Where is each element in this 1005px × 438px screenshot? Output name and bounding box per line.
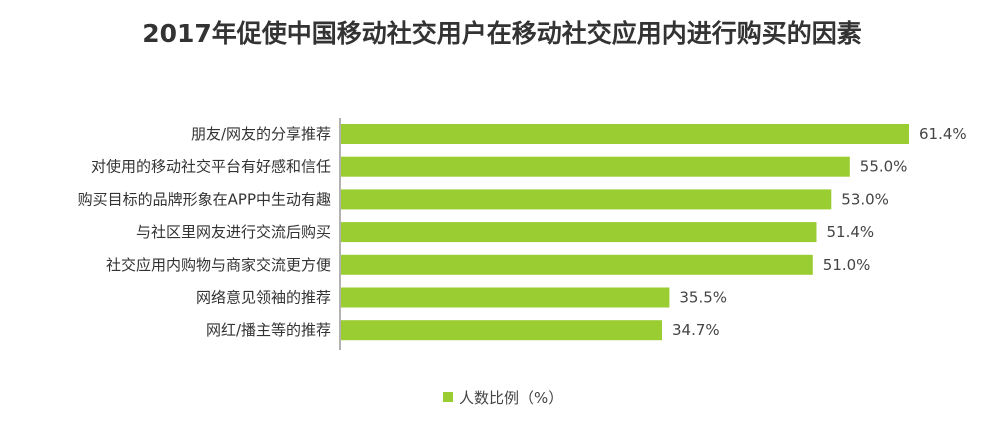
value-label-5: 35.5% xyxy=(679,289,727,307)
bar-0 xyxy=(341,124,909,144)
bar-1 xyxy=(341,156,850,177)
chart-title: 2017年促使中国移动社交用户在移动社交应用内进行购买的因素 xyxy=(142,19,862,48)
category-label-2: 购买目标的品牌形象在APP中生动有趣 xyxy=(78,190,331,208)
value-label-6: 34.7% xyxy=(672,321,720,339)
value-label-4: 51.0% xyxy=(823,256,871,274)
legend: 人数比例（%） xyxy=(443,389,563,407)
bar-4 xyxy=(341,254,813,275)
category-label-3: 与社区里网友进行交流后购买 xyxy=(136,223,331,241)
bar-3 xyxy=(341,222,817,243)
category-label-5: 网络意见领袖的推荐 xyxy=(196,289,331,307)
bars-layer: 朋友/网友的分享推荐 61.4% 对使用的移动社交平台有好感和信任 55.0% 购买目标… xyxy=(78,124,967,341)
bar-5 xyxy=(341,287,670,308)
category-label-0: 朋友/网友的分享推荐 xyxy=(191,125,331,143)
category-label-4: 社交应用内购物与商家交流更方便 xyxy=(106,256,331,274)
bar-6 xyxy=(341,320,663,341)
legend-swatch xyxy=(443,392,453,402)
value-label-3: 51.4% xyxy=(826,223,874,241)
value-label-2: 53.0% xyxy=(841,190,889,208)
category-label-6: 网红/播主等的推荐 xyxy=(206,321,331,339)
bar-2 xyxy=(341,189,832,210)
value-label-0: 61.4% xyxy=(919,125,967,143)
value-label-1: 55.0% xyxy=(860,158,908,176)
category-label-1: 对使用的移动社交平台有好感和信任 xyxy=(91,158,331,176)
legend-label: 人数比例（%） xyxy=(459,389,563,407)
